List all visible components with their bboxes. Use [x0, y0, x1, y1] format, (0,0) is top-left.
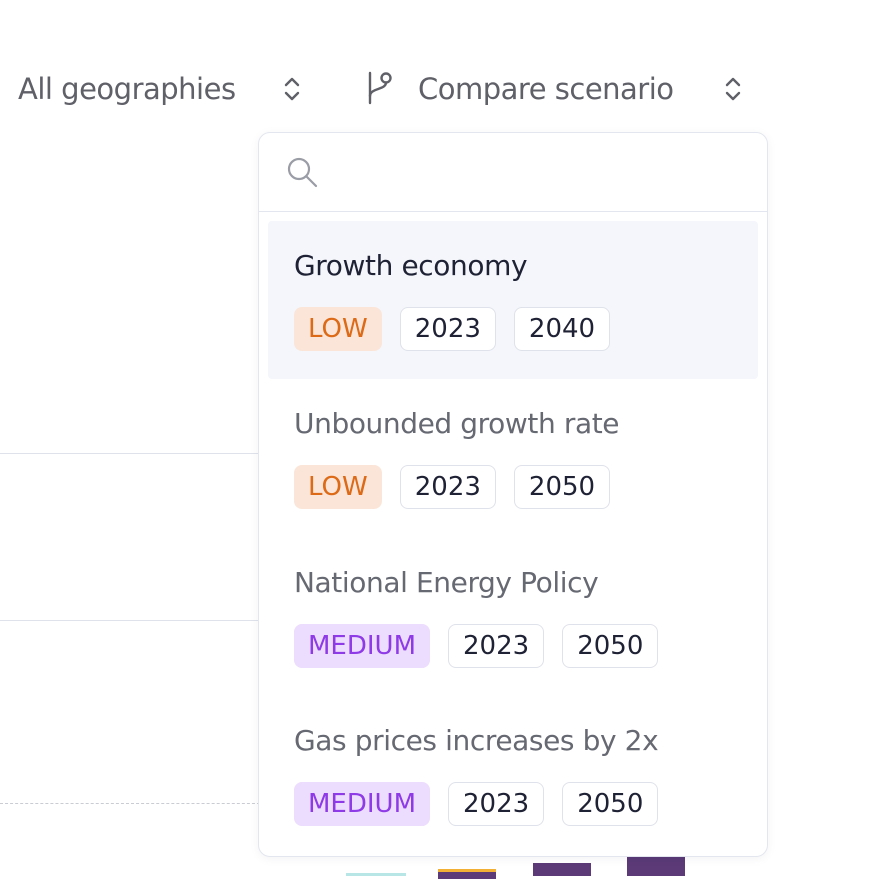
chart-bar — [438, 869, 496, 879]
scenario-option[interactable]: National Energy Policy MEDIUM 2023 2050 — [268, 538, 758, 696]
level-badge: LOW — [294, 465, 382, 509]
chart-reference-line — [0, 803, 260, 804]
end-year-badge: 2050 — [562, 624, 659, 668]
scenario-tags: LOW 2023 2050 — [294, 465, 611, 511]
scenario-dropdown: Growth economy LOW 2023 2040 Unbounded g… — [258, 132, 768, 857]
level-badge: MEDIUM — [294, 624, 431, 668]
chart-gridline — [0, 453, 260, 454]
scenario-tags: MEDIUM 2023 2050 — [294, 782, 659, 828]
geography-select-label[interactable]: All geographies — [18, 72, 236, 106]
chevron-up-down-icon[interactable] — [281, 72, 303, 106]
chevron-up-down-icon[interactable] — [722, 72, 744, 106]
search-icon — [285, 155, 321, 191]
scenario-title: Growth economy — [294, 249, 528, 282]
end-year-badge: 2040 — [513, 307, 611, 351]
level-badge: LOW — [294, 307, 382, 351]
scenario-title: Unbounded growth rate — [294, 407, 620, 440]
start-year-badge: 2023 — [448, 624, 545, 668]
end-year-badge: 2050 — [562, 782, 659, 826]
chart-gridline — [0, 620, 260, 621]
chart-bar — [533, 863, 591, 876]
toolbar: All geographies Compare scenario — [0, 60, 876, 120]
level-badge: MEDIUM — [294, 782, 431, 826]
scenario-option[interactable]: Gas prices increases by 2x MEDIUM 2023 2… — [268, 696, 758, 854]
scenario-title: National Energy Policy — [294, 566, 599, 599]
scenario-option[interactable]: Unbounded growth rate LOW 2023 2050 — [268, 379, 758, 537]
scenario-title: Gas prices increases by 2x — [294, 724, 659, 757]
search-row — [259, 133, 767, 212]
start-year-badge: 2023 — [448, 782, 545, 826]
scenario-tags: MEDIUM 2023 2050 — [294, 624, 659, 670]
chart-bar — [627, 855, 685, 876]
search-input[interactable] — [335, 149, 749, 197]
scenario-option[interactable]: Growth economy LOW 2023 2040 — [268, 221, 758, 379]
start-year-badge: 2023 — [399, 307, 496, 351]
end-year-badge: 2050 — [513, 465, 611, 509]
scenario-tags: LOW 2023 2040 — [294, 307, 611, 353]
chart-bar — [346, 873, 406, 876]
compare-scenario-label[interactable]: Compare scenario — [418, 72, 674, 106]
start-year-badge: 2023 — [399, 465, 496, 509]
branch-icon — [362, 70, 396, 106]
